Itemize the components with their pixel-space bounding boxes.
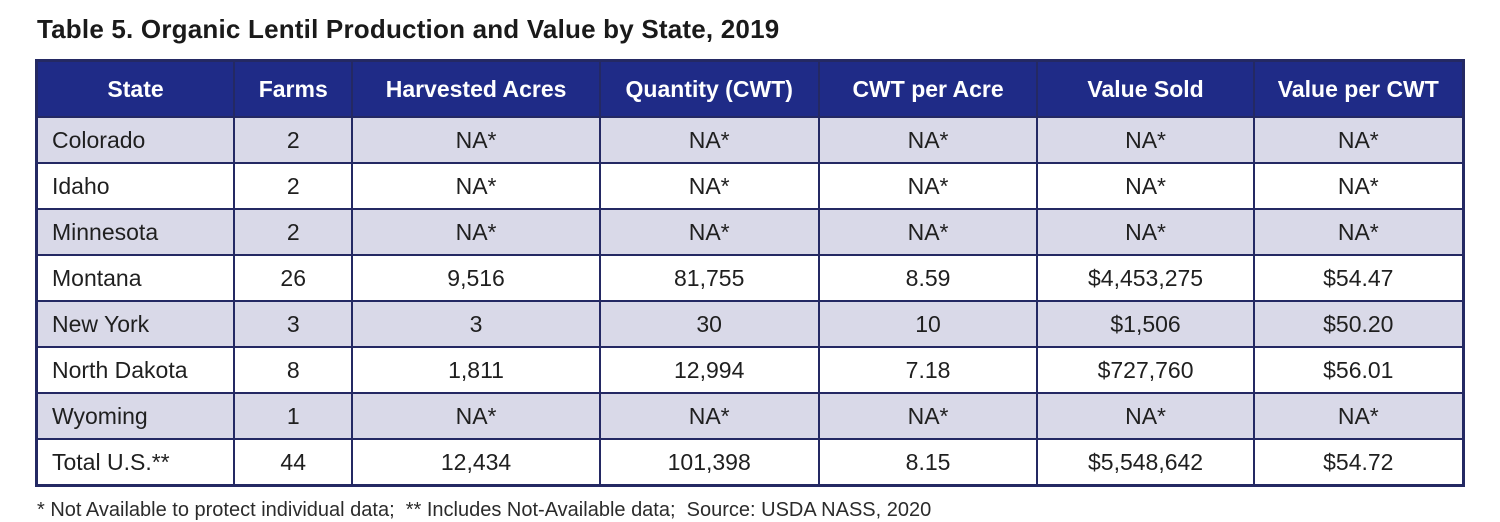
column-header: Harvested Acres (351, 59, 601, 118)
value-cell: NA* (351, 208, 601, 256)
header-row: State Farms Harvested Acres Quantity (CWT) C… (35, 59, 1465, 118)
table-row: Colorado 2 NA* NA* NA* NA* NA* (35, 116, 1465, 164)
value-cell: NA* (817, 208, 1039, 256)
value-cell: $4,453,275 (1036, 254, 1255, 302)
value-cell: 30 (598, 300, 820, 348)
value-cell: 1,811 (351, 346, 601, 394)
column-header: State (35, 59, 236, 118)
value-cell: NA* (351, 392, 601, 440)
value-cell: 12,994 (598, 346, 820, 394)
value-cell: NA* (1036, 162, 1255, 210)
table-row: Total U.S.** 44 12,434 101,398 8.15 $5,548,64… (35, 438, 1465, 487)
value-cell: NA* (1252, 392, 1465, 440)
value-cell: NA* (351, 116, 601, 164)
column-header: Value Sold (1036, 59, 1255, 118)
value-cell: 3 (233, 300, 354, 348)
value-cell: 12,434 (351, 438, 601, 487)
table-row: Wyoming 1 NA* NA* NA* NA* NA* (35, 392, 1465, 440)
table-body: Colorado 2 NA* NA* NA* NA* NA* Idaho 2 NA* NA* NA* N… (35, 116, 1465, 487)
state-cell: Wyoming (35, 392, 236, 440)
table-row: New York 3 3 30 10 $1,506 $50.20 (35, 300, 1465, 348)
table-row: North Dakota 8 1,811 12,994 7.18 $727,760 $56.… (35, 346, 1465, 394)
table-row: Montana 26 9,516 81,755 8.59 $4,453,275 $54.47 (35, 254, 1465, 302)
state-cell: North Dakota (35, 346, 236, 394)
value-cell: NA* (817, 162, 1039, 210)
value-cell: $1,506 (1036, 300, 1255, 348)
value-cell: 3 (351, 300, 601, 348)
value-cell: NA* (817, 116, 1039, 164)
state-cell: Colorado (35, 116, 236, 164)
value-cell: 7.18 (817, 346, 1039, 394)
value-cell: 2 (233, 162, 354, 210)
value-cell: $54.72 (1252, 438, 1465, 487)
state-cell: Minnesota (35, 208, 236, 256)
table-row: Idaho 2 NA* NA* NA* NA* NA* (35, 162, 1465, 210)
value-cell: 8.15 (817, 438, 1039, 487)
value-cell: NA* (598, 116, 820, 164)
state-cell: Idaho (35, 162, 236, 210)
value-cell: 81,755 (598, 254, 820, 302)
value-cell: NA* (598, 392, 820, 440)
value-cell: $727,760 (1036, 346, 1255, 394)
value-cell: 8.59 (817, 254, 1039, 302)
state-cell: Total U.S.** (35, 438, 236, 487)
table-title: Table 5. Organic Lentil Production and V… (37, 14, 780, 44)
value-cell: $54.47 (1252, 254, 1465, 302)
value-cell: 1 (233, 392, 354, 440)
value-cell: 26 (233, 254, 354, 302)
value-cell: NA* (351, 162, 601, 210)
value-cell: $56.01 (1252, 346, 1465, 394)
lentil-production-table: State Farms Harvested Acres Quantity (CWT) C… (35, 59, 1465, 487)
value-cell: 101,398 (598, 438, 820, 487)
value-cell: NA* (598, 162, 820, 210)
value-cell: 44 (233, 438, 354, 487)
value-cell: $50.20 (1252, 300, 1465, 348)
value-cell: 2 (233, 208, 354, 256)
table-row: Minnesota 2 NA* NA* NA* NA* NA* (35, 208, 1465, 256)
value-cell: 2 (233, 116, 354, 164)
value-cell: NA* (1036, 392, 1255, 440)
value-cell: 10 (817, 300, 1039, 348)
value-cell: 9,516 (351, 254, 601, 302)
value-cell: NA* (598, 208, 820, 256)
column-header: Quantity (CWT) (598, 59, 820, 118)
value-cell: NA* (1036, 208, 1255, 256)
value-cell: NA* (1252, 116, 1465, 164)
value-cell: NA* (817, 392, 1039, 440)
value-cell: NA* (1252, 208, 1465, 256)
column-header: Value per CWT (1252, 59, 1465, 118)
column-header: Farms (233, 59, 354, 118)
value-cell: $5,548,642 (1036, 438, 1255, 487)
state-cell: Montana (35, 254, 236, 302)
value-cell: NA* (1252, 162, 1465, 210)
table-footnote: * Not Available to protect individual da… (37, 499, 932, 521)
state-cell: New York (35, 300, 236, 348)
column-header: CWT per Acre (817, 59, 1039, 118)
value-cell: NA* (1036, 116, 1255, 164)
value-cell: 8 (233, 346, 354, 394)
